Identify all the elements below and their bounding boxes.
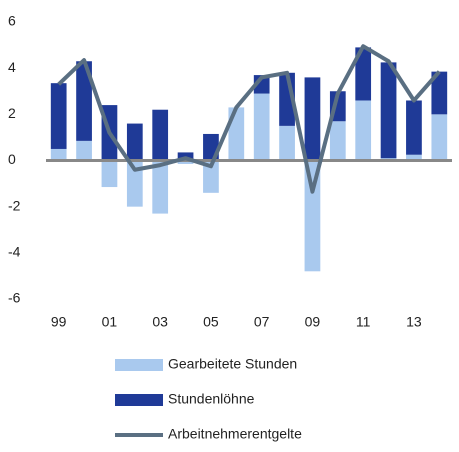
legend-swatch [115,359,163,371]
bar [431,71,448,115]
bar [355,47,372,101]
bar [203,160,219,193]
bar [431,114,448,161]
y-tick-label: -6 [8,290,21,306]
x-tick-label: 05 [203,314,219,330]
y-tick-label: 6 [8,13,16,29]
bar [329,121,346,161]
y-tick-label: -4 [8,244,21,260]
bar [50,83,67,149]
bar [406,100,422,155]
x-tick-label: 07 [254,314,270,330]
bar [152,160,169,214]
x-tick-label: 09 [305,314,321,330]
bar [126,160,143,207]
x-tick-label: 13 [406,314,422,330]
bar [76,140,92,161]
bar [126,123,143,161]
bar [304,77,321,161]
bar [177,160,194,164]
legend-label: Stundenlöhne [168,391,255,407]
bar [50,148,67,161]
legend-label: Arbeitnehmerentgelte [168,426,302,442]
bar [76,61,92,141]
x-tick-label: 99 [51,314,67,330]
x-tick-label: 03 [152,314,168,330]
bar [304,160,321,272]
bar [406,154,422,161]
y-tick-label: 0 [8,151,16,167]
x-tick-label: 11 [356,314,371,330]
bar [101,160,118,188]
bar [380,62,397,159]
line [57,44,441,194]
y-tick-label: 4 [8,59,16,75]
bar [253,93,270,161]
y-tick-label: -2 [8,197,21,213]
legend-swatch [115,394,163,406]
bar [355,100,372,161]
bar [279,125,295,161]
y-tick-label: 2 [8,105,16,121]
x-tick-label: 01 [102,314,118,330]
bar [152,109,169,161]
legend-label: Gearbeitete Stunden [168,356,297,372]
